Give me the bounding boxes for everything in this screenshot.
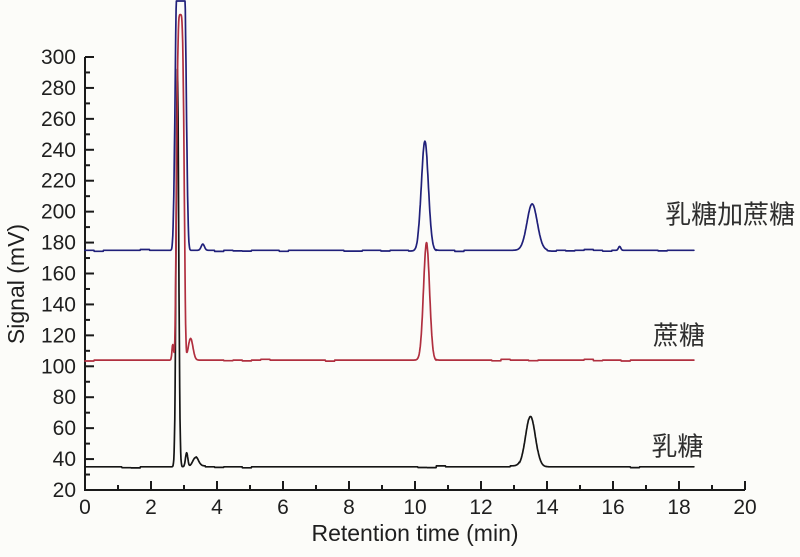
- trace-sucrose: [84, 13, 695, 362]
- x-tick-label: 6: [277, 496, 289, 519]
- y-tick-label: 260: [41, 108, 76, 131]
- y-axis-title: Signal (mV): [3, 224, 29, 344]
- series-label-lactose: 乳糖: [651, 433, 703, 463]
- series-label-lactose-plus-sucrose: 乳糖加蔗糖: [665, 201, 795, 231]
- y-tick-label: 220: [41, 170, 76, 193]
- x-tick-label: 16: [601, 496, 624, 519]
- axis-titles: Retention time (min) Signal (mV): [3, 224, 519, 546]
- y-tick-label: 100: [41, 355, 76, 378]
- y-tick-label: 140: [41, 293, 76, 316]
- traces: [84, 0, 695, 469]
- axis-tick-labels: 2040608010012014016018020022024026028030…: [41, 46, 757, 519]
- y-tick-label: 20: [53, 479, 76, 502]
- axis-ticks: [84, 56, 746, 491]
- y-tick-label: 180: [41, 232, 76, 255]
- trace-lactose-plus-sucrose: [84, 0, 695, 253]
- y-tick-label: 240: [41, 139, 76, 162]
- y-tick-label: 60: [53, 417, 76, 440]
- y-tick-label: 200: [41, 201, 76, 224]
- y-tick-label: 120: [41, 324, 76, 347]
- y-tick-label: 160: [41, 263, 76, 286]
- x-tick-label: 0: [79, 496, 91, 519]
- x-tick-label: 20: [733, 496, 756, 519]
- y-tick-label: 80: [53, 386, 76, 409]
- y-tick-label: 280: [41, 77, 76, 100]
- trace-lactose: [84, 68, 695, 469]
- y-tick-label: 40: [53, 448, 76, 471]
- x-tick-label: 14: [535, 496, 559, 519]
- y-tick-label: 300: [41, 46, 76, 69]
- x-tick-label: 8: [343, 496, 355, 519]
- x-axis-title: Retention time (min): [311, 520, 518, 546]
- x-tick-label: 18: [667, 496, 690, 519]
- x-tick-label: 10: [403, 496, 426, 519]
- x-tick-label: 12: [469, 496, 492, 519]
- x-tick-label: 2: [145, 496, 157, 519]
- x-tick-label: 4: [211, 496, 223, 519]
- series-label-sucrose: 蔗糖: [653, 321, 705, 351]
